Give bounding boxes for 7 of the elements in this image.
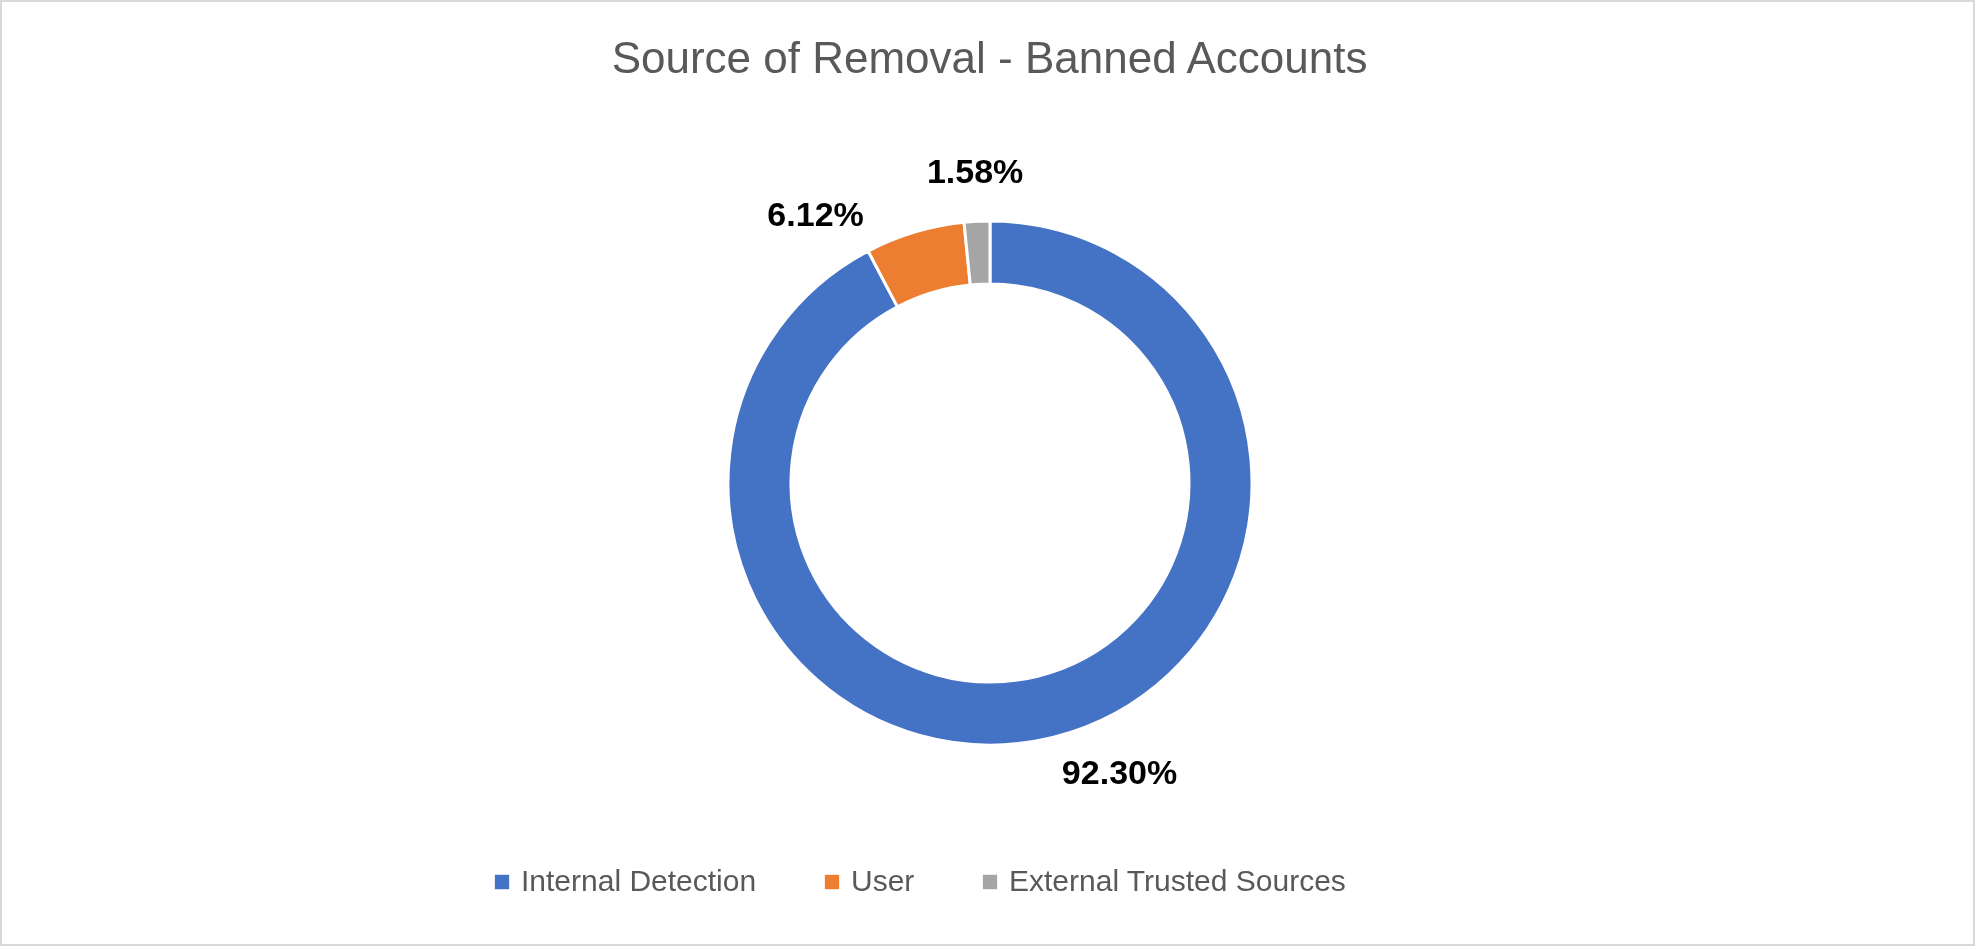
legend-label: Internal Detection xyxy=(521,864,757,897)
data-label: 1.58% xyxy=(926,152,1024,191)
legend-label: External Trusted Sources xyxy=(1009,864,1346,897)
chart-title: Source of Removal - Banned Accounts xyxy=(611,33,1368,82)
data-label: 6.12% xyxy=(767,194,864,233)
legend-label: User xyxy=(851,864,915,897)
data-label: 92.30% xyxy=(1061,753,1178,792)
